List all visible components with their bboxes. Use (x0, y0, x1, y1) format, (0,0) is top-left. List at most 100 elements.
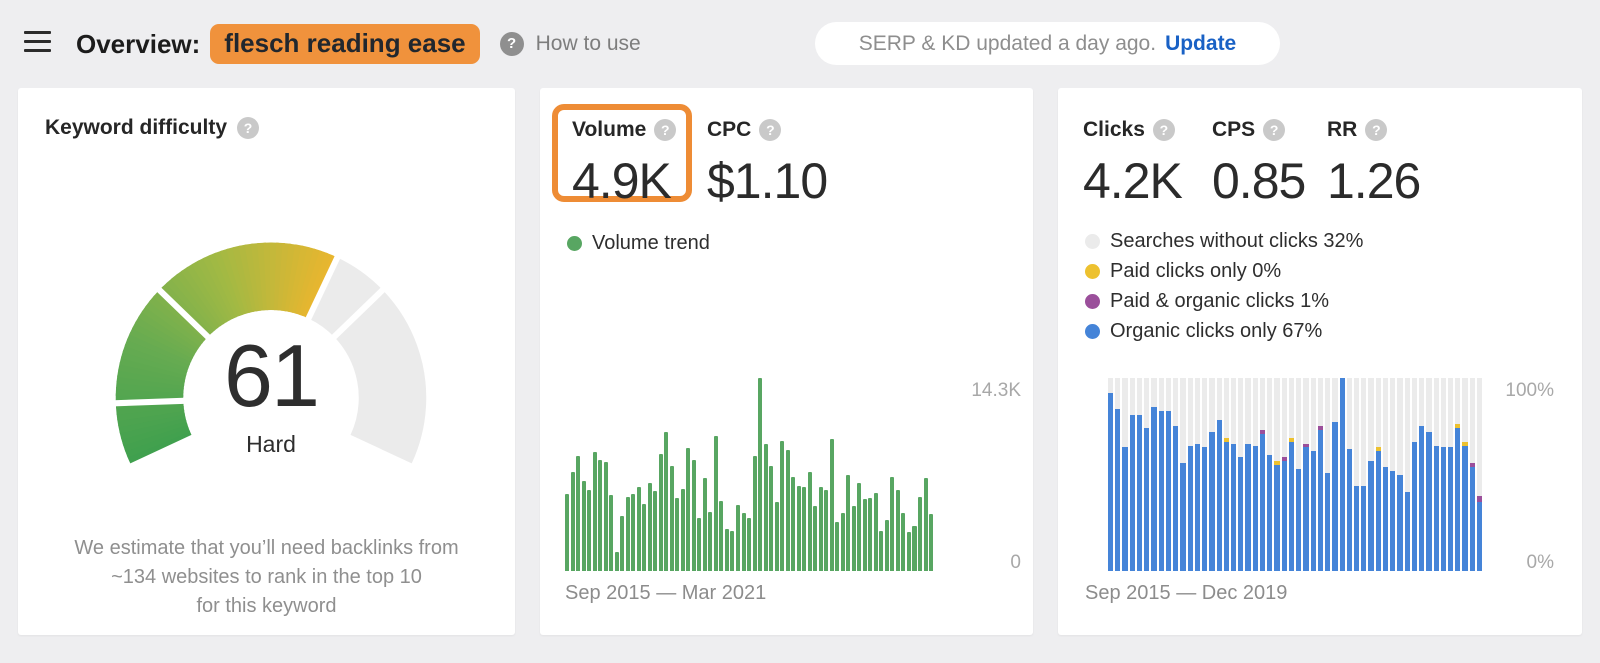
clicks-bar[interactable] (1173, 378, 1179, 571)
clicks-bar[interactable] (1404, 378, 1410, 571)
help-icon[interactable]: ? (1263, 119, 1286, 142)
volume-bar[interactable] (862, 499, 867, 571)
clicks-bar[interactable] (1426, 378, 1432, 571)
volume-bar[interactable] (807, 472, 812, 571)
clicks-bar[interactable] (1325, 378, 1331, 571)
volume-bar[interactable] (576, 456, 581, 571)
clicks-bar[interactable] (1288, 378, 1295, 571)
help-icon[interactable]: ? (1152, 119, 1175, 142)
volume-bar[interactable] (752, 456, 757, 571)
volume-bar[interactable] (697, 518, 702, 571)
clicks-bar[interactable] (1122, 378, 1128, 571)
volume-bar[interactable] (791, 476, 796, 571)
clicks-bar[interactable] (1202, 378, 1208, 571)
clicks-bar[interactable] (1274, 378, 1280, 571)
menu-icon[interactable] (24, 31, 51, 58)
clicks-bar[interactable] (1317, 378, 1324, 571)
volume-bar[interactable] (713, 436, 718, 571)
clicks-bar[interactable] (1136, 378, 1143, 571)
clicks-bar[interactable] (1281, 378, 1287, 571)
volume-bar[interactable] (741, 512, 746, 571)
clicks-bar[interactable] (1158, 378, 1164, 571)
volume-bar[interactable] (918, 496, 923, 571)
volume-bar[interactable] (609, 495, 614, 571)
clicks-bar[interactable] (1440, 378, 1447, 571)
clicks-bar[interactable] (1151, 378, 1157, 571)
how-to-use-link[interactable]: How to use (535, 32, 641, 55)
volume-bar[interactable] (620, 515, 625, 571)
volume-bar[interactable] (658, 453, 663, 571)
volume-bar[interactable] (680, 488, 685, 571)
clicks-bar[interactable] (1165, 378, 1172, 571)
volume-bar[interactable] (724, 529, 729, 571)
volume-bar[interactable] (587, 490, 592, 571)
volume-bar[interactable] (780, 441, 785, 571)
volume-bar[interactable] (796, 485, 801, 571)
volume-bar[interactable] (625, 496, 630, 571)
clicks-bar[interactable] (1267, 378, 1273, 571)
volume-bar[interactable] (702, 477, 707, 571)
volume-bar[interactable] (636, 487, 641, 571)
clicks-bar[interactable] (1448, 378, 1454, 571)
clicks-bar[interactable] (1361, 378, 1367, 571)
volume-bar[interactable] (846, 475, 851, 571)
volume-bar[interactable] (675, 498, 680, 571)
volume-bar[interactable] (923, 477, 928, 571)
volume-bar[interactable] (774, 502, 779, 571)
volume-bar[interactable] (840, 512, 845, 571)
clicks-bar[interactable] (1346, 378, 1352, 571)
clicks-bar[interactable] (1115, 378, 1121, 571)
volume-bar[interactable] (857, 483, 862, 571)
volume-bar[interactable] (592, 452, 597, 571)
volume-bar[interactable] (598, 460, 603, 571)
clicks-bar[interactable] (1144, 378, 1150, 571)
clicks-bar[interactable] (1180, 378, 1186, 571)
volume-bar[interactable] (906, 531, 911, 571)
volume-bar[interactable] (614, 552, 619, 571)
help-icon[interactable]: ? (1365, 119, 1388, 142)
volume-bar[interactable] (735, 504, 740, 571)
volume-bar[interactable] (653, 491, 658, 571)
volume-bar[interactable] (785, 449, 790, 571)
clicks-bar[interactable] (1390, 378, 1396, 571)
volume-bar[interactable] (719, 500, 724, 571)
clicks-bar[interactable] (1353, 378, 1360, 571)
volume-bar[interactable] (647, 483, 652, 571)
volume-bar[interactable] (664, 432, 669, 571)
clicks-bar[interactable] (1476, 378, 1483, 571)
clicks-bar[interactable] (1332, 378, 1338, 571)
volume-bar[interactable] (747, 518, 752, 571)
clicks-bar[interactable] (1303, 378, 1309, 571)
volume-bar[interactable] (669, 465, 674, 571)
clicks-bar[interactable] (1455, 378, 1461, 571)
volume-bar[interactable] (879, 530, 884, 571)
clicks-bar[interactable] (1469, 378, 1475, 571)
volume-bar[interactable] (631, 494, 636, 571)
clicks-bar[interactable] (1462, 378, 1468, 571)
volume-bar[interactable] (581, 480, 586, 571)
volume-bar[interactable] (708, 511, 713, 571)
clicks-bar[interactable] (1397, 378, 1403, 571)
volume-bar[interactable] (851, 506, 856, 571)
clicks-bar[interactable] (1339, 378, 1345, 571)
help-icon[interactable]: ? (654, 119, 677, 142)
volume-bar[interactable] (868, 498, 873, 571)
clicks-bar[interactable] (1252, 378, 1258, 571)
volume-bar[interactable] (912, 526, 917, 571)
volume-bar[interactable] (730, 530, 735, 571)
clicks-bar[interactable] (1187, 378, 1193, 571)
clicks-bar[interactable] (1108, 378, 1114, 571)
volume-bar[interactable] (603, 461, 608, 571)
clicks-bar[interactable] (1216, 378, 1222, 571)
volume-bar[interactable] (835, 522, 840, 571)
clicks-bar[interactable] (1230, 378, 1237, 571)
clicks-bar[interactable] (1129, 378, 1135, 571)
volume-bar[interactable] (873, 492, 878, 571)
volume-bar[interactable] (818, 487, 823, 571)
volume-bar[interactable] (769, 465, 774, 571)
clicks-bar[interactable] (1259, 378, 1266, 571)
volume-bar[interactable] (895, 490, 900, 571)
clicks-bar[interactable] (1411, 378, 1418, 571)
volume-bar[interactable] (829, 438, 834, 571)
clicks-bar[interactable] (1245, 378, 1251, 571)
